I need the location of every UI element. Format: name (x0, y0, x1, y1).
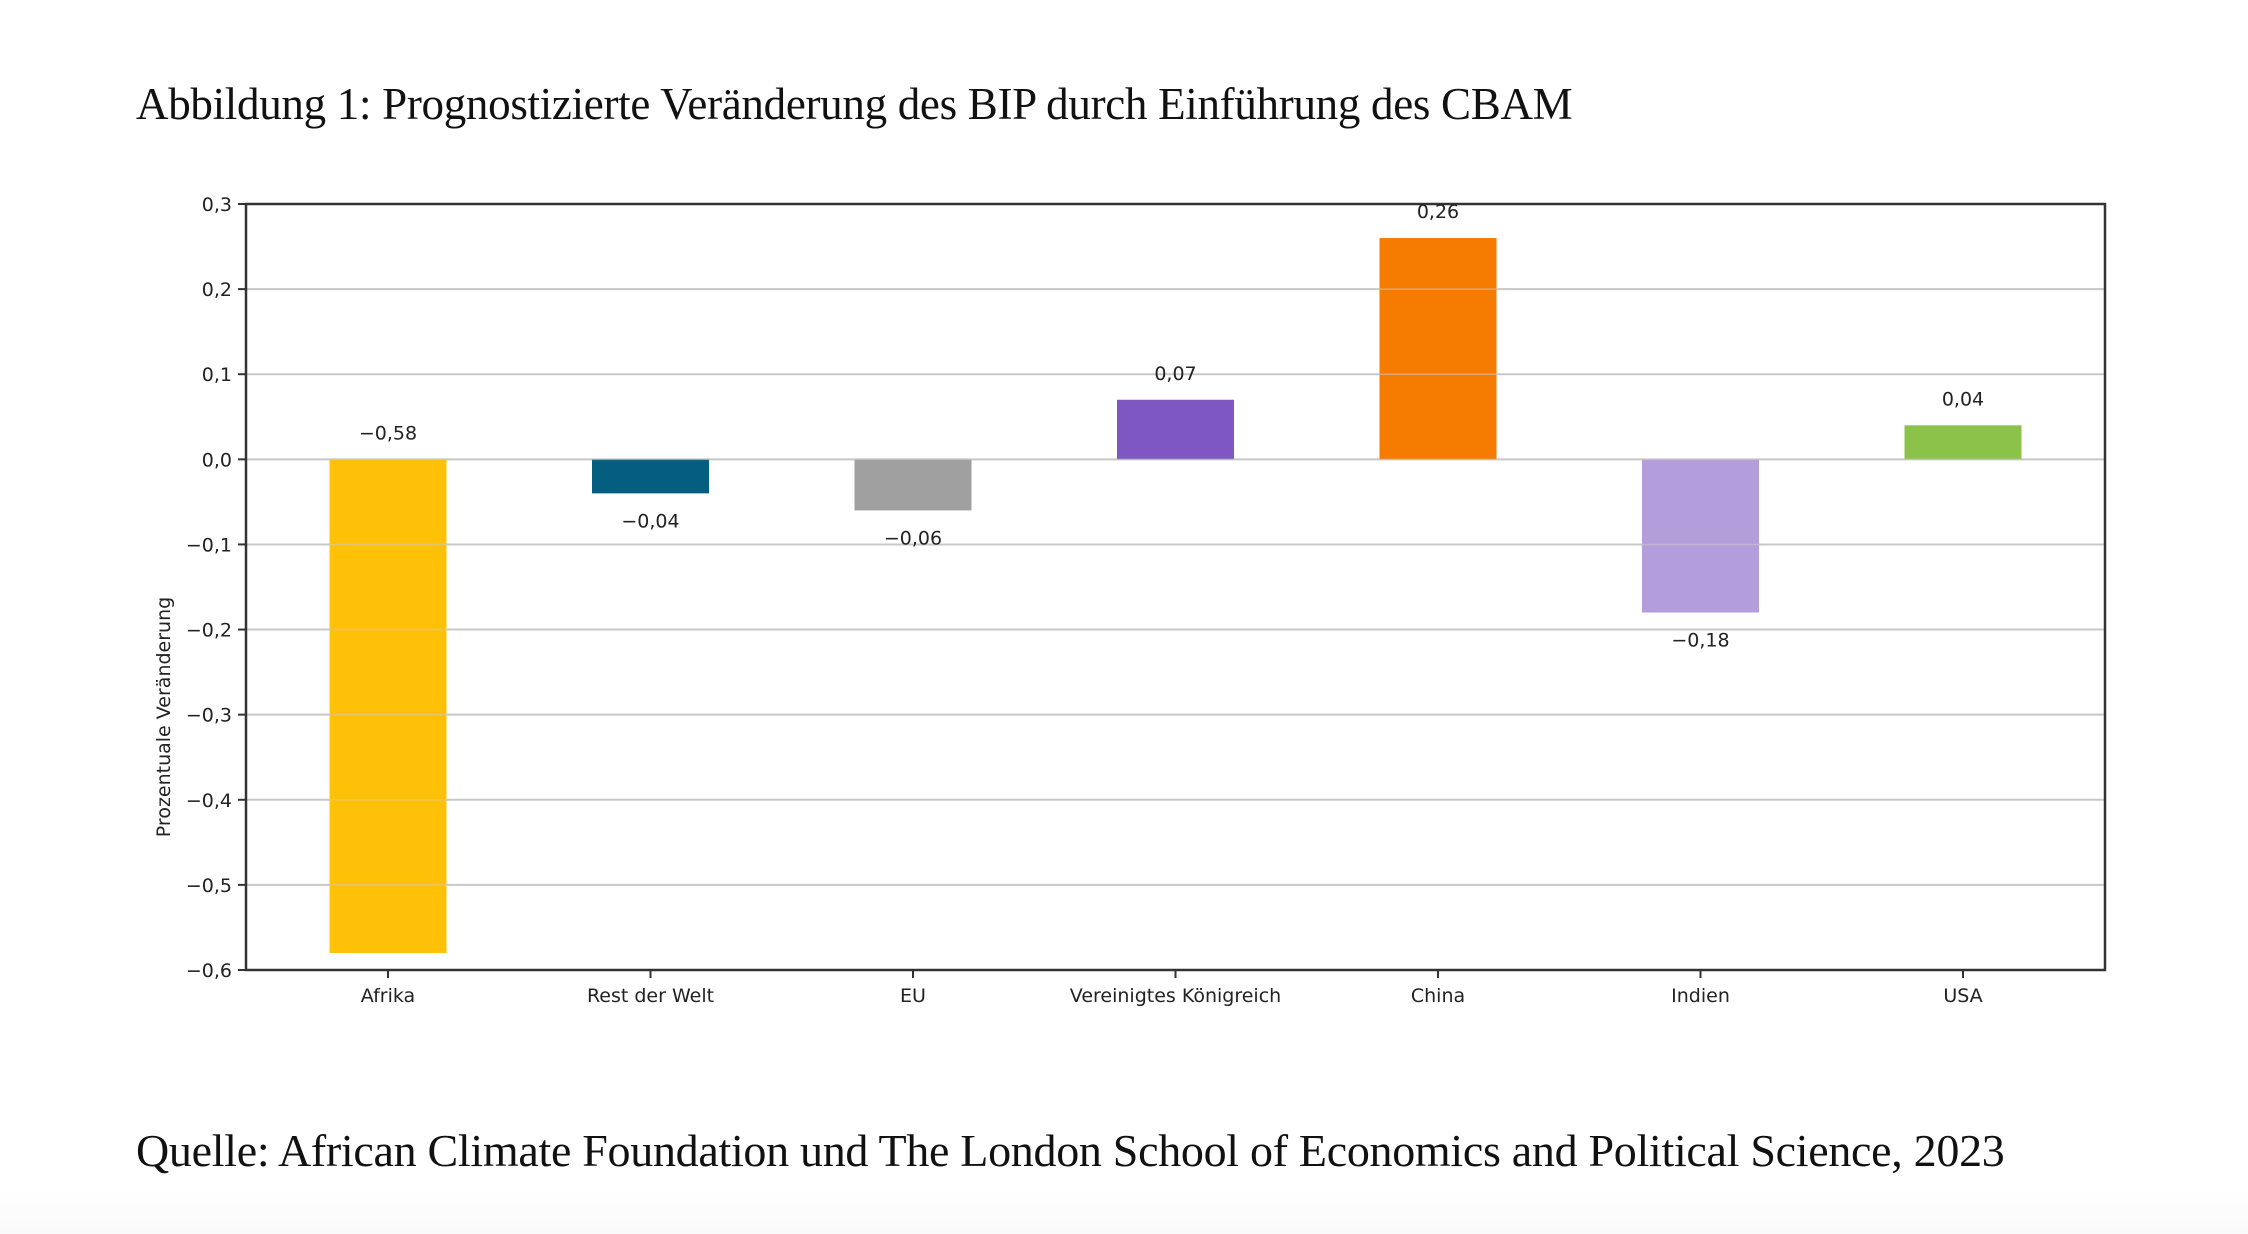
x-tick-label: Rest der Welt (587, 985, 714, 1007)
y-tick-label: 0,2 (202, 279, 232, 301)
figure-caption: Abbildung 1: Prognostizierte Veränderung… (136, 79, 1573, 129)
bar-value-label: −0,58 (359, 422, 417, 444)
y-tick-label: −0,6 (186, 960, 232, 982)
bar-value-label: −0,18 (1671, 630, 1729, 652)
x-tick-label: Indien (1671, 985, 1730, 1007)
y-axis-title: Prozentuale Veränderung (153, 597, 175, 837)
bar-china (1379, 238, 1497, 460)
y-tick-label: −0,1 (186, 534, 232, 556)
x-tick-label: Vereinigtes Königreich (1070, 985, 1281, 1007)
bar-value-label: 0,04 (1942, 388, 1984, 410)
bar-value-label: −0,04 (621, 510, 679, 532)
y-tick-label: −0,3 (186, 705, 232, 727)
y-tick-label: 0,1 (202, 364, 232, 386)
bar-vereinigtes-k-nigreich (1117, 399, 1234, 460)
x-tick-label: USA (1943, 985, 1982, 1007)
axes: 0,3 0,2 0,1 0,0 −0,1 −0,2 −0,3 −0,4 −0,5 −0,6 Afri… (186, 194, 2107, 1007)
bars (329, 238, 2022, 953)
bar-eu (854, 459, 972, 511)
bar-indien (1642, 459, 1759, 613)
bar-afrika (329, 459, 447, 953)
bar-usa (1904, 425, 2022, 460)
bar-rest-der-welt (592, 459, 709, 494)
y-tick-label: −0,2 (186, 620, 232, 642)
x-tick-label: China (1411, 985, 1465, 1007)
bar-value-label: −0,06 (884, 527, 942, 549)
y-tick-label: −0,4 (186, 790, 232, 812)
x-tick-label: EU (900, 985, 926, 1007)
plot-frame (244, 202, 2107, 972)
y-tick-label: −0,5 (186, 875, 232, 897)
bar-value-labels: −0,58 −0,04 −0,06 0,07 0,26 −0,18 0,04 (359, 201, 1984, 651)
bar-value-label: 0,07 (1154, 363, 1196, 385)
gridlines-overlay (246, 203, 2105, 971)
y-tick-label: 0,3 (202, 194, 232, 216)
x-tick-label: Afrika (361, 985, 415, 1007)
y-tick-label: 0,0 (202, 449, 232, 471)
gridlines (246, 203, 2105, 971)
source-note: Quelle: African Climate Foundation und T… (136, 1125, 2005, 1176)
bar-value-label: 0,26 (1417, 201, 1459, 223)
